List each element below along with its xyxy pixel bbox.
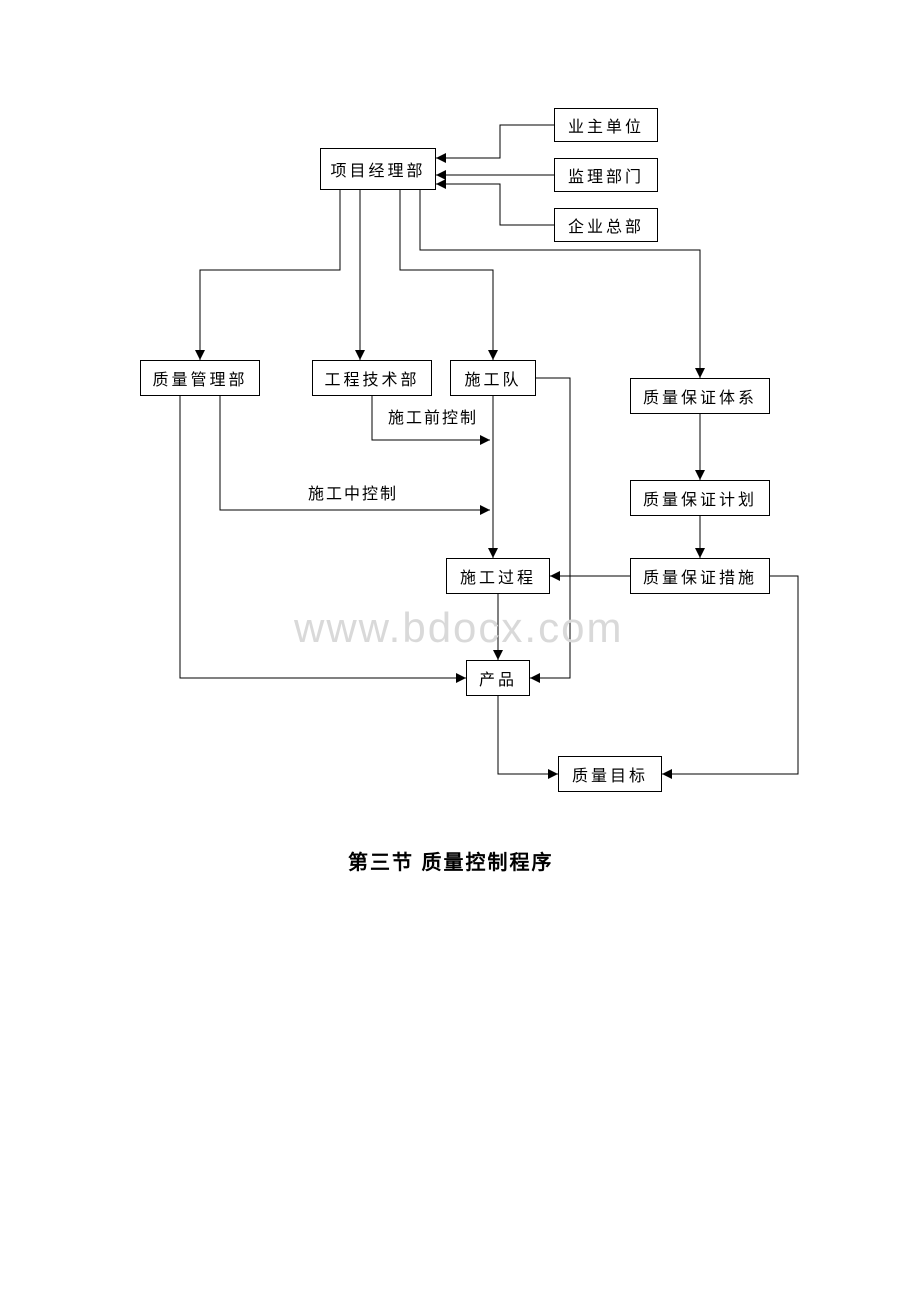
node-qa-measure: 质量保证措施	[630, 558, 770, 594]
node-qm-dept: 质量管理部	[140, 360, 260, 396]
node-qa-system: 质量保证体系	[630, 378, 770, 414]
node-owner: 业主单位	[554, 108, 658, 142]
node-product: 产品	[466, 660, 530, 696]
label-mid-control: 施工中控制	[308, 480, 398, 504]
node-hq: 企业总部	[554, 208, 658, 242]
node-process: 施工过程	[446, 558, 550, 594]
watermark: www.bdocx.com	[294, 604, 623, 652]
node-eng-dept: 工程技术部	[312, 360, 432, 396]
node-goal: 质量目标	[558, 756, 662, 792]
label-pre-control: 施工前控制	[388, 404, 478, 428]
node-qa-plan: 质量保证计划	[630, 480, 770, 516]
section-heading: 第三节 质量控制程序	[348, 846, 554, 875]
node-pmo: 项目经理部	[320, 148, 436, 190]
node-team: 施工队	[450, 360, 536, 396]
node-supervision: 监理部门	[554, 158, 658, 192]
